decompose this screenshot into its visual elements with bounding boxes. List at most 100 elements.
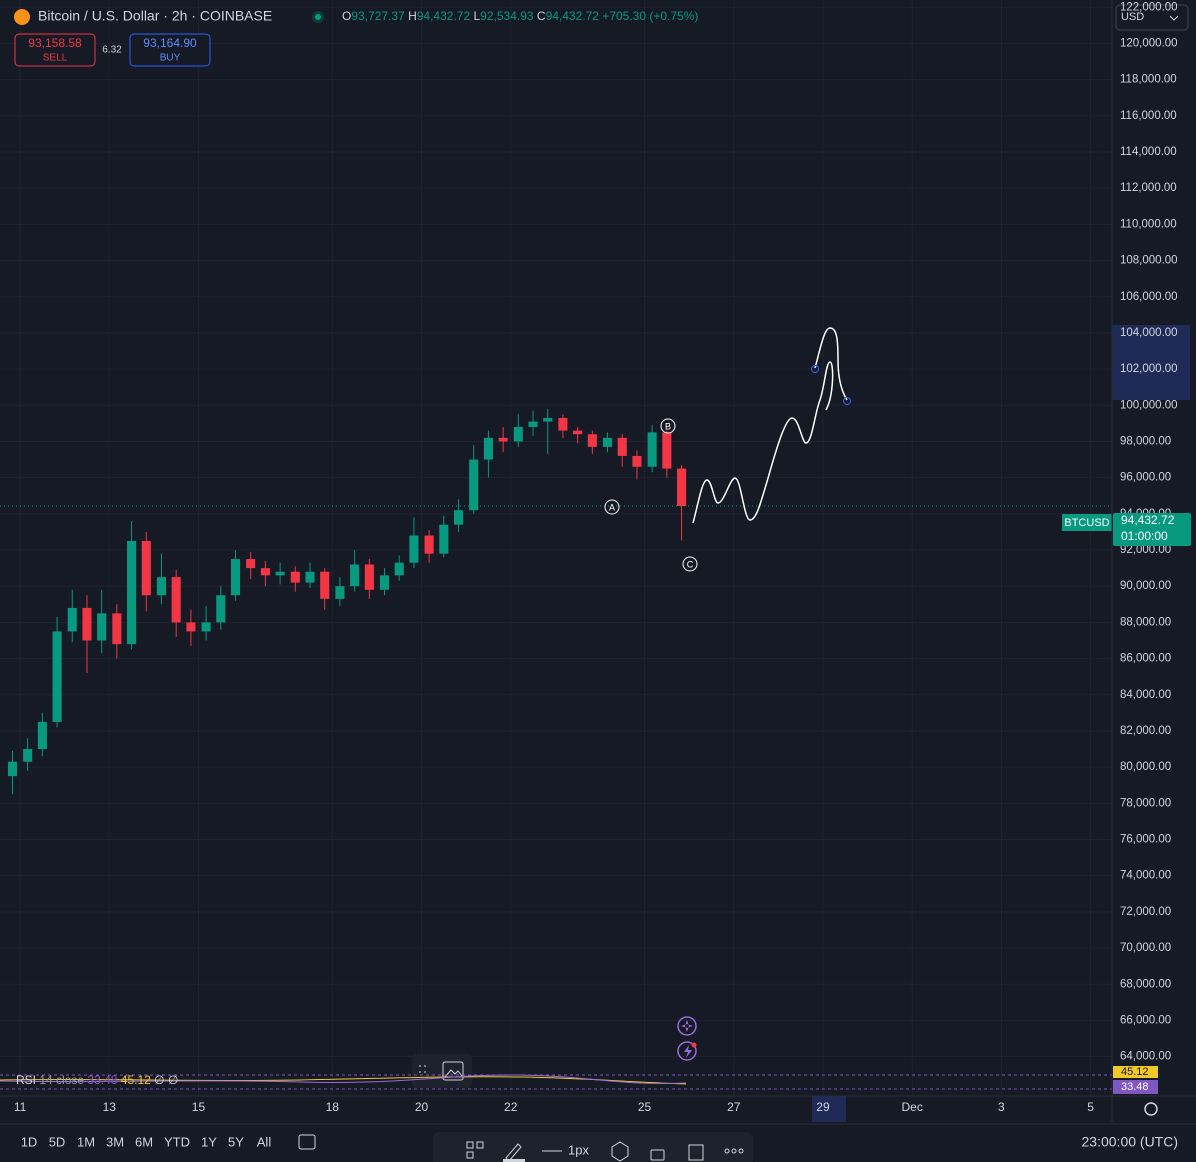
clock[interactable]: 23:00:00 (UTC) [1082, 1134, 1178, 1150]
y-tick-label: 70,000.00 [1120, 942, 1171, 954]
y-tick-label: 108,000.00 [1120, 255, 1178, 267]
candle-body [112, 613, 122, 645]
o-value: 93,727.37 [351, 9, 405, 23]
range-button[interactable]: 6M [135, 1134, 153, 1149]
x-tick-label: 15 [192, 1100, 206, 1114]
y-tick-label: 122,000.00 [1120, 1, 1178, 13]
buy-price: 93,164.90 [143, 36, 197, 50]
sell-label: SELL [43, 53, 68, 64]
l-value: 92,534.93 [480, 9, 534, 23]
candle-body [186, 622, 196, 632]
l-label: L [473, 9, 480, 23]
x-tick-label: 11 [14, 1100, 27, 1114]
more-dot [738, 1148, 744, 1154]
x-tick-label: 29 [816, 1100, 830, 1114]
tool-icon [476, 1141, 484, 1149]
range-button[interactable]: 5D [49, 1134, 66, 1149]
sell-button[interactable] [14, 33, 96, 67]
spread: 6.32 [102, 45, 122, 56]
tool-icon [466, 1151, 474, 1159]
date-highlight [812, 1096, 846, 1122]
candle-body [617, 437, 627, 456]
settings-tool[interactable] [611, 1141, 629, 1162]
sell-price: 93,158.58 [28, 36, 82, 50]
range-button[interactable]: 3M [106, 1134, 124, 1149]
wave-label: B [665, 421, 671, 431]
candle-body [171, 577, 181, 623]
more-dot[interactable] [724, 1148, 730, 1154]
candle-body [37, 721, 47, 750]
range-button[interactable]: 1D [21, 1134, 38, 1149]
range-button[interactable]: YTD [164, 1134, 190, 1149]
y-tick-label: 66,000.00 [1120, 1014, 1171, 1026]
buy-button[interactable] [129, 33, 211, 67]
candle-body [573, 430, 583, 435]
y-tick-label: 118,000.00 [1120, 74, 1177, 86]
lock-icon[interactable] [650, 1149, 665, 1161]
o-label: O [342, 9, 351, 23]
drag-handle[interactable] [419, 1065, 426, 1073]
symbol-tag-text: BTCUSD [1064, 517, 1109, 529]
idea-icon[interactable] [677, 1016, 697, 1036]
y-tick-label: 82,000.00 [1120, 725, 1171, 737]
range-button[interactable]: 5Y [228, 1134, 244, 1149]
candle-body [498, 437, 508, 442]
trash-icon[interactable] [688, 1144, 704, 1161]
range-button[interactable]: 1Y [201, 1134, 217, 1149]
drawing-handle[interactable] [811, 365, 819, 373]
symbol-tag [1062, 514, 1112, 531]
candle-body [305, 571, 315, 583]
candle-body [156, 577, 167, 596]
y-tick-label: 98,000.00 [1120, 435, 1171, 447]
rsi-tag-lower-text: 33.48 [1121, 1081, 1149, 1093]
x-tick-label: 5 [1087, 1100, 1094, 1114]
candle-body [230, 559, 241, 596]
candle-body [82, 607, 92, 641]
rsi-empty: ∅ [168, 1073, 178, 1087]
tool-icon[interactable] [466, 1141, 474, 1149]
drawing-path [692, 361, 834, 524]
buy-label: BUY [160, 53, 181, 64]
x-tick-label: 20 [415, 1100, 429, 1114]
snapshot-icon[interactable] [442, 1061, 464, 1081]
stroke-width[interactable]: 1px [568, 1142, 589, 1157]
rsi-name: RSI [16, 1073, 36, 1087]
candle-body [647, 432, 657, 467]
symbol-icon [14, 9, 30, 25]
y-tick-label: 106,000.00 [1120, 291, 1178, 303]
currency: USD [1121, 11, 1144, 23]
rsi-params: 14 close [39, 1073, 84, 1087]
alert-glyph [684, 1045, 692, 1058]
x-tick-label: 22 [504, 1100, 518, 1114]
rsi-empty: ∅ [154, 1073, 164, 1087]
range-button[interactable]: 1M [77, 1134, 95, 1149]
alert-icon[interactable] [677, 1041, 697, 1061]
y-tick-label: 110,000.00 [1120, 218, 1177, 230]
candle-body [216, 595, 226, 623]
alert-badge [691, 1042, 697, 1048]
wave-label: A [609, 502, 615, 512]
candle-body [67, 607, 77, 632]
candle-body [364, 564, 374, 590]
symbol-title[interactable]: Bitcoin / U.S. Dollar · 2h · COINBASE [38, 8, 272, 24]
y-tick-label: 88,000.00 [1120, 616, 1171, 628]
settings-icon[interactable] [1144, 1102, 1158, 1116]
wave-marker [682, 556, 698, 572]
candle-body [379, 575, 390, 590]
currency-select[interactable] [1115, 4, 1189, 31]
range-button[interactable]: All [257, 1134, 272, 1149]
x-tick-label: 3 [998, 1100, 1005, 1114]
rsi-line [0, 1074, 687, 1085]
candle-body [350, 564, 360, 587]
y-tick-label: 80,000.00 [1120, 761, 1171, 773]
y-tick-label: 64,000.00 [1120, 1051, 1171, 1063]
y-tick-label: 78,000.00 [1120, 797, 1171, 809]
drawing-handle[interactable] [843, 397, 851, 405]
y-tick-label: 104,000.00 [1120, 327, 1178, 339]
y-tick-label: 84,000.00 [1120, 689, 1171, 701]
goto-date-icon[interactable] [298, 1134, 316, 1150]
drawing-path [814, 327, 848, 401]
range-bar: 1D 5D 1M 3M 6M YTD 1Y 5Y All [21, 1134, 272, 1149]
candle-body [7, 761, 18, 777]
